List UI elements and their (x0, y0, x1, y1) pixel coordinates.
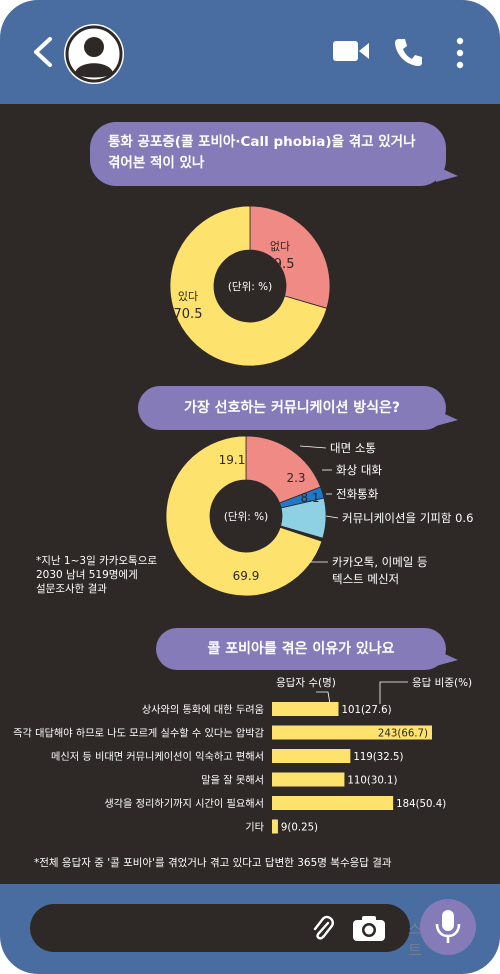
phone-icon[interactable] (394, 37, 424, 67)
bar-chart-reasons: 응답자 수(명) 응답 비중(%) 상사와의 통화에 대한 두려움 101(27.6)… (13, 677, 472, 834)
bar-2 (272, 749, 351, 763)
leader-line-3 (325, 515, 339, 519)
slice-label-1: 있다 (178, 290, 198, 303)
unit-label: (단위: %) (224, 510, 268, 523)
header-count: 응답자 수(명) (276, 677, 336, 689)
chevron-left-icon[interactable] (28, 34, 58, 70)
header-count-leader (316, 691, 331, 705)
slice-label-1: 화상 대화 (336, 463, 382, 477)
user-avatar-icon[interactable] (64, 24, 124, 84)
slice-value-0: 29.5 (266, 257, 295, 272)
bar-value-2: 119(32.5) (353, 752, 403, 763)
chat-input-area: 스트 (0, 884, 500, 974)
slice-label-3: 커뮤니케이션을 기피함 0.6 (342, 511, 473, 525)
survey-note-line-3: 설문조사한 결과 (36, 583, 107, 595)
leader-line-0 (299, 445, 327, 449)
bar-category-0: 상사와의 통화에 대한 두려움 (142, 704, 264, 716)
question-2-text: 가장 선호하는 커뮤니케이션 방식은? (184, 400, 400, 416)
more-vertical-icon[interactable] (454, 36, 466, 70)
paperclip-icon[interactable] (312, 915, 334, 941)
bar-5 (272, 819, 278, 834)
question-1-line-1: 통화 공포증(콜 포비아·Call phobia)을 겪고 있거나 (108, 134, 416, 150)
slice-4 (165, 435, 323, 597)
survey-note-line-2: 2030 남녀 519명에게 (36, 569, 138, 581)
bar-category-4: 생각을 정리하기까지 시간이 필요해서 (104, 797, 264, 810)
question-3-text: 콜 포비아를 겪은 이유가 있나요 (207, 641, 395, 657)
slice-label-0: 대면 소통 (330, 441, 376, 455)
slice-1 (169, 205, 328, 367)
microphone-button[interactable] (420, 899, 476, 955)
message-input[interactable]: 스트 (30, 904, 422, 959)
microphone-icon (435, 910, 461, 943)
chat-screen: 통화 공포증(콜 포비아·Call phobia)을 겪고 있거나 겪어본 적이… (0, 104, 500, 884)
slice-label-4: 카카오톡, 이메일 등 텍스트 메신저 (332, 555, 428, 586)
bar-0 (272, 702, 339, 716)
question-bubble-3: 콜 포비아를 겪은 이유가 있나요 (156, 628, 458, 670)
bar-value-3: 110(30.1) (347, 776, 397, 787)
chat-header (0, 0, 500, 104)
watermark: 스트 (408, 920, 422, 959)
survey-note: *지난 1~3일 카카오톡으로 2030 남녀 519명에게 설문조사한 결과 (36, 554, 157, 596)
question-bubble-1: 통화 공포증(콜 포비아·Call phobia)을 겪고 있거나 겪어본 적이… (90, 122, 458, 186)
slice-value-0: 19.1 (219, 453, 246, 467)
bar-category-5: 기타 (245, 822, 264, 834)
bar-1 (272, 725, 432, 740)
header-ratio-leader (379, 681, 408, 704)
slice-label-2: 전화통화 (336, 487, 379, 501)
camera-icon[interactable] (352, 914, 386, 942)
bar-4 (272, 796, 394, 810)
bar-3 (272, 772, 345, 787)
slice-value-1: 70.5 (174, 307, 203, 322)
bar-value-5: 9(0.25) (281, 823, 318, 834)
bar-value-0: 101(27.6) (342, 705, 392, 716)
unit-label: (단위: %) (228, 280, 272, 293)
slice-0 (249, 205, 331, 309)
video-camera-icon[interactable] (332, 38, 370, 64)
question-1-line-2: 겪어본 적이 있나 (108, 155, 205, 171)
donut-chart-phobia: 없다 29.5 있다 70.5 (단위: %) (169, 205, 331, 367)
survey-note-line-1: *지난 1~3일 카카오톡으로 (36, 555, 158, 567)
slice-value-2: 8.1 (300, 491, 319, 505)
header-ratio: 응답 비중(%) (412, 677, 472, 689)
bar-category-3: 말을 잘 못해서 (201, 774, 264, 787)
slice-value-4: 69.9 (233, 569, 260, 583)
bar-value-4: 184(50.4) (396, 799, 446, 810)
bar-category-2: 메신저 등 비대면 커뮤니케이션이 익숙하고 편해서 (51, 750, 264, 763)
footnote: *전체 응답자 중 '콜 포비아'를 겪었거나 겪고 있다고 답변한 365명 … (34, 857, 392, 869)
slice-value-1: 2.3 (286, 471, 305, 485)
bar-value-1: 243(66.7) (378, 729, 428, 740)
bar-category-1: 즉각 대답해야 하므로 나도 모르게 실수할 수 있다는 압박감 (13, 727, 264, 740)
slice-label-0: 없다 (270, 240, 290, 253)
question-bubble-2: 가장 선호하는 커뮤니케이션 방식은? (138, 386, 458, 430)
